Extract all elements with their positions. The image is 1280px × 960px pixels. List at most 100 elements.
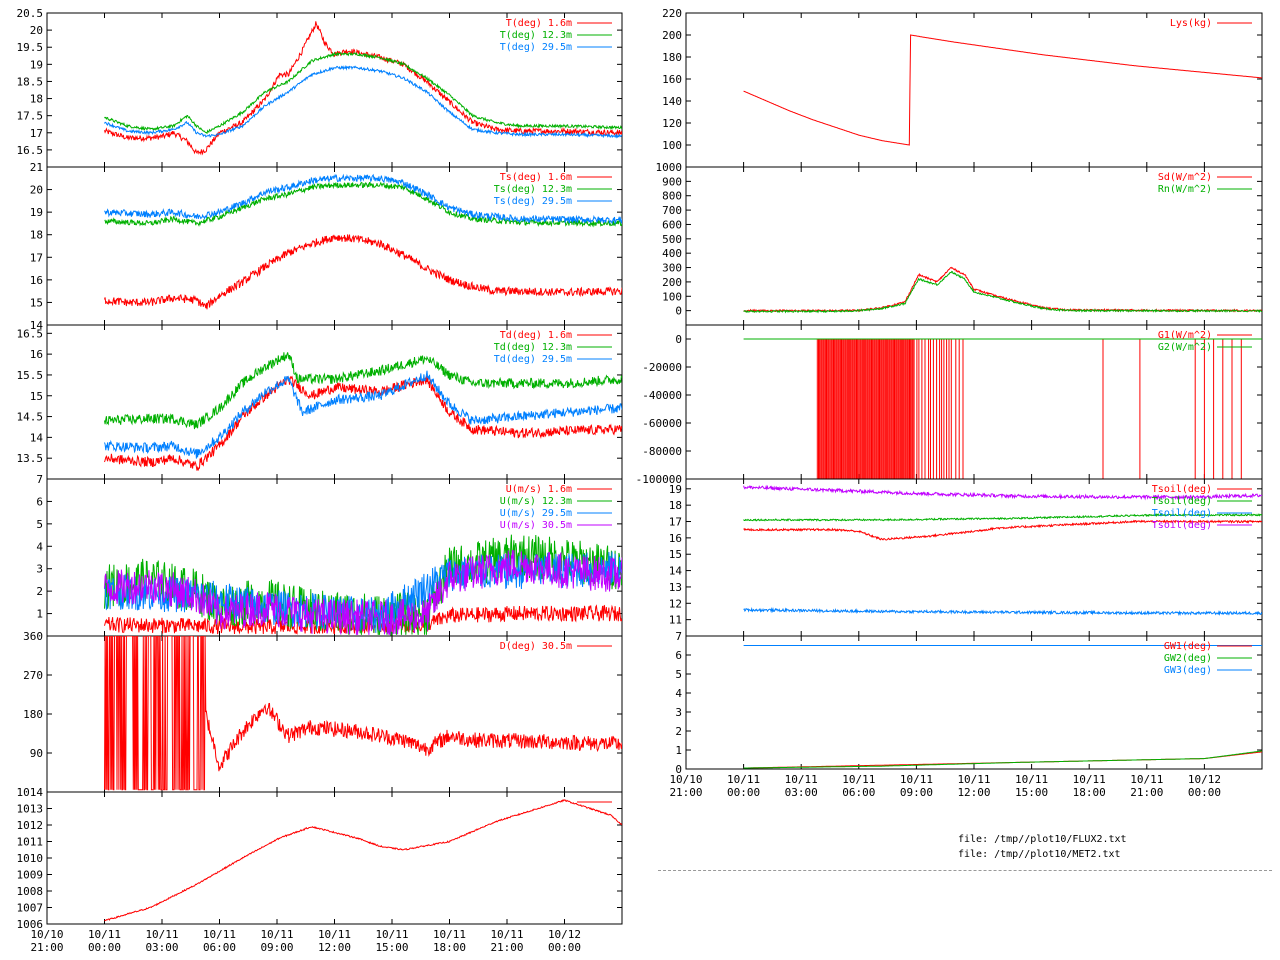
y-tick-label: 18.5	[17, 75, 44, 88]
x-tick-label: 12:00	[957, 786, 990, 799]
x-tick-label: 10/11	[1130, 773, 1163, 786]
y-tick-label: 360	[23, 630, 43, 643]
legend-label: Td(deg) 29.5m	[494, 354, 572, 365]
y-tick-label: 3	[36, 563, 43, 576]
series-line-ts-0	[104, 234, 622, 310]
y-tick-label: 2	[675, 725, 682, 738]
series-line-td-1	[104, 352, 622, 430]
series-line-tsoil-0	[743, 519, 1262, 541]
x-tick-label: 10/11	[260, 928, 293, 941]
legend-label: Sd(W/m^2)	[1158, 172, 1212, 183]
y-tick-label: 1014	[17, 786, 44, 799]
panel-GW: 0 1 2 3 4 5 6 7 GW1(deg)GW2(deg)GW3(deg)	[675, 630, 1263, 776]
y-tick-label: 14	[30, 319, 44, 332]
y-tick-label: 500	[662, 233, 682, 246]
y-tick-label: 0	[675, 333, 682, 346]
y-tick-label: 700	[662, 204, 682, 217]
file-label-met: file: /tmp//plot10/MET2.txt	[958, 849, 1121, 860]
y-tick-label: 160	[662, 73, 682, 86]
y-tick-label: -80000	[642, 445, 682, 458]
x-tick-label: 18:00	[433, 941, 466, 954]
y-tick-label: 19	[30, 206, 43, 219]
series-group	[104, 636, 622, 791]
x-tick-label: 21:00	[30, 941, 63, 954]
series-line-gw-1	[743, 750, 1262, 769]
x-tick-label: 03:00	[785, 786, 818, 799]
y-tick-label: 200	[662, 276, 682, 289]
x-tick-label: 21:00	[669, 786, 702, 799]
y-tick-label: 20	[30, 24, 43, 37]
y-tick-label: 15	[30, 390, 43, 403]
series-line-lys-0	[743, 34, 1262, 146]
series-line-tsoil-1	[743, 513, 1262, 522]
y-tick-label: 0	[675, 763, 682, 776]
panel-U: 1 2 3 4 5 6 7 U(m/s) 1.6mU(m/s) 12.3mU(m/s) 29.…	[36, 473, 623, 637]
x-tick-label: 10/11	[785, 773, 818, 786]
x-tick-label: 10/11	[727, 773, 760, 786]
series-line-td-2	[104, 370, 622, 459]
y-tick-label: 16	[30, 274, 43, 287]
x-tick-label: 10/11	[490, 928, 523, 941]
panel-Lys: 100 120 140 160 180 200 220 Lys(kg)	[662, 7, 1263, 168]
series-line-g1	[816, 339, 1242, 479]
y-tick-label: 1006	[17, 918, 44, 931]
series-group	[104, 352, 622, 472]
x-tick-label: 10/11	[842, 773, 875, 786]
y-tick-label: 18	[669, 499, 682, 512]
series-line-tsoil-2	[743, 606, 1262, 617]
series-line-t-1	[104, 51, 622, 135]
series-group	[743, 266, 1262, 314]
legend-label: Rn(W/m^2)	[1158, 184, 1212, 195]
y-tick-label: 7	[675, 630, 682, 643]
y-tick-label: 19.5	[17, 41, 44, 54]
time-axis: 10/1021:0010/1100:0010/1103:0010/1106:00…	[30, 928, 581, 954]
y-tick-label: 4	[36, 540, 43, 553]
dashed-divider	[658, 870, 1272, 871]
series-group	[104, 799, 622, 922]
y-tick-label: 19	[669, 483, 682, 496]
legend-label: Ts(deg) 12.3m	[494, 184, 572, 195]
series-group	[743, 484, 1262, 617]
legend-label: T(deg) 12.3m	[500, 30, 572, 41]
series-group	[104, 21, 622, 156]
legend-label: T(deg) 29.5m	[500, 42, 572, 53]
file-label-flux: file: /tmp//plot10/FLUX2.txt	[958, 834, 1127, 845]
legend-label: D(deg) 30.5m	[500, 641, 572, 652]
x-tick-label: 10/12	[1188, 773, 1221, 786]
y-tick-label: 14.5	[17, 411, 44, 424]
x-tick-label: 12:00	[318, 941, 351, 954]
series-group	[104, 173, 622, 310]
x-tick-label: 10/11	[1073, 773, 1106, 786]
series-line-sd-1	[743, 270, 1262, 314]
y-tick-label: 20.5	[17, 7, 44, 20]
x-tick-label: 06:00	[842, 786, 875, 799]
y-tick-label: 18	[30, 93, 43, 106]
y-tick-label: 1010	[17, 852, 44, 865]
time-axis: 10/1021:0010/1100:0010/1103:0010/1106:00…	[669, 773, 1221, 799]
x-tick-label: 00:00	[548, 941, 581, 954]
legend-label: Ts(deg) 1.6m	[500, 172, 572, 183]
y-tick-label: 15	[669, 548, 682, 561]
x-tick-label: 10/11	[957, 773, 990, 786]
legend-label: Tsoil(deg)	[1152, 496, 1212, 507]
legend-label: Td(deg) 1.6m	[500, 330, 572, 341]
series-line-u-3	[104, 550, 622, 635]
panel-G: -100000 -80000 -60000 -40000 -20000 0 G1(W/m^2…	[636, 324, 1263, 486]
x-tick-label: 10/12	[548, 928, 581, 941]
y-tick-label: 17	[30, 251, 43, 264]
y-tick-label: 3	[675, 706, 682, 719]
y-tick-label: 21	[30, 161, 43, 174]
legend-label: U(m/s) 1.6m	[506, 484, 572, 495]
y-tick-label: 1009	[17, 869, 44, 882]
y-tick-label: 11	[669, 614, 682, 627]
y-tick-label: 800	[662, 190, 682, 203]
series-line-sd-0	[743, 266, 1262, 313]
legend-label: U(m/s) 30.5m	[500, 520, 572, 531]
y-tick-label: 1007	[17, 902, 44, 915]
y-tick-label: 14	[669, 565, 683, 578]
legend-label: U(m/s) 12.3m	[500, 496, 572, 507]
